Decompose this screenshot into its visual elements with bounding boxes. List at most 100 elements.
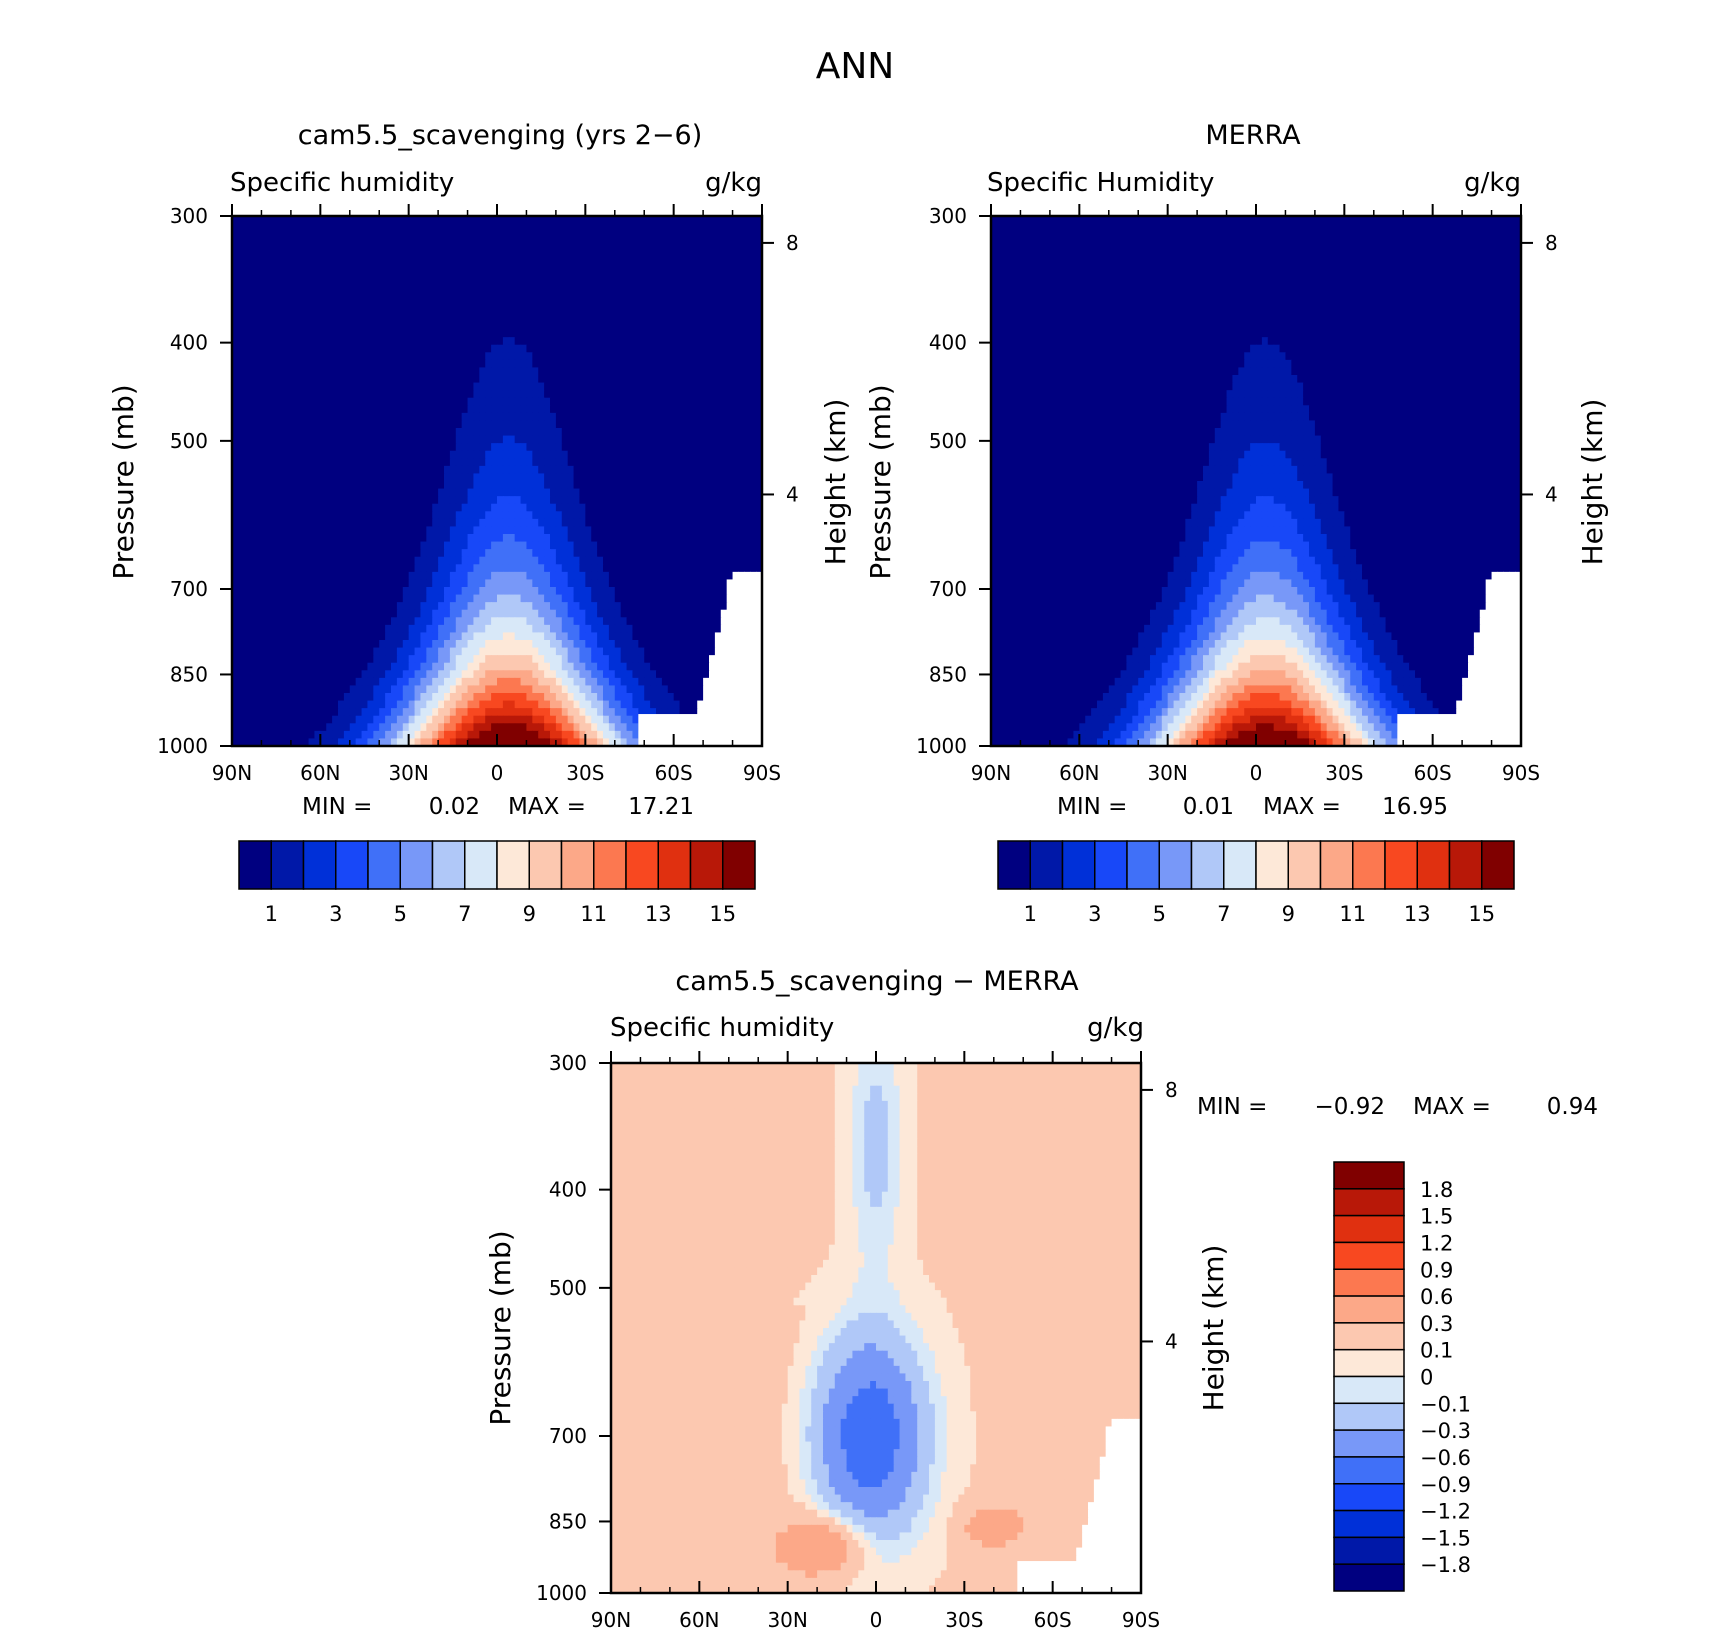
contour-cell xyxy=(502,511,510,520)
contour-cell xyxy=(656,549,663,558)
contour-cell xyxy=(597,405,604,414)
contour-cell xyxy=(502,238,510,247)
contour-cell xyxy=(579,526,586,535)
contour-cell xyxy=(285,602,292,611)
contour-cell xyxy=(585,253,592,263)
contour-cell xyxy=(479,473,486,482)
contour-cell xyxy=(279,473,286,482)
contour-cell xyxy=(567,496,575,505)
contour-cell xyxy=(420,306,427,316)
contour-cell xyxy=(709,450,716,459)
contour-cell xyxy=(396,291,404,300)
contour-cell xyxy=(373,518,380,528)
contour-cell xyxy=(585,579,592,588)
contour-cell xyxy=(326,253,333,263)
contour-cell xyxy=(673,216,681,225)
contour-cell xyxy=(485,390,492,399)
contour-cell xyxy=(355,450,363,459)
contour-cell xyxy=(385,465,392,475)
contour-cell xyxy=(396,216,404,225)
contour-cell xyxy=(273,367,280,376)
contour-cell xyxy=(720,473,728,482)
contour-cell xyxy=(579,231,586,240)
contour-cell xyxy=(343,594,351,603)
contour-cell xyxy=(714,337,722,346)
contour-cell xyxy=(467,238,475,247)
contour-cell xyxy=(514,306,522,316)
contour-cell xyxy=(591,587,598,596)
contour-cell xyxy=(520,443,528,452)
contour-cell xyxy=(296,518,304,528)
contour-cell xyxy=(402,617,410,626)
contour-cell xyxy=(479,397,486,406)
contour-cell xyxy=(402,412,410,422)
contour-cell xyxy=(656,594,663,603)
contour-cell xyxy=(232,518,239,528)
contour-cell xyxy=(714,420,722,429)
contour-cell xyxy=(703,617,710,626)
contour-cell xyxy=(608,405,616,414)
contour-cell xyxy=(567,617,575,626)
contour-cell xyxy=(632,534,639,543)
contour-cell xyxy=(714,405,722,414)
contour-cell xyxy=(614,602,622,611)
contour-cell xyxy=(285,306,292,316)
contour-cell xyxy=(267,609,274,618)
contour-cell xyxy=(603,534,610,543)
contour-cell xyxy=(573,420,581,429)
contour-cell xyxy=(597,609,604,618)
contour-cell xyxy=(732,276,740,285)
contour-cell xyxy=(302,450,310,459)
contour-cell xyxy=(538,269,545,278)
contour-cell xyxy=(703,428,710,437)
contour-cell xyxy=(449,571,457,581)
contour-cell xyxy=(650,412,657,422)
contour-cell xyxy=(438,435,445,444)
contour-cell xyxy=(591,344,598,353)
contour-cell xyxy=(237,231,245,240)
contour-cell xyxy=(491,314,498,323)
contour-cell xyxy=(644,443,651,452)
contour-cell xyxy=(532,246,539,255)
contour-cell xyxy=(691,556,698,565)
contour-cell xyxy=(361,397,369,406)
contour-cell xyxy=(414,549,422,558)
contour-cell xyxy=(697,503,704,512)
contour-cell xyxy=(361,496,369,505)
contour-cell xyxy=(626,488,634,497)
contour-cell xyxy=(491,246,498,255)
contour-cell xyxy=(756,344,763,353)
contour-cell xyxy=(514,617,522,626)
contour-cell xyxy=(538,223,545,232)
contour-cell xyxy=(502,299,510,308)
contour-cell xyxy=(479,420,486,429)
contour-cell xyxy=(320,412,327,422)
contour-cell xyxy=(550,594,557,603)
contour-cell xyxy=(326,594,333,603)
contour-cell xyxy=(249,238,257,247)
contour-cell xyxy=(414,564,422,573)
contour-cell xyxy=(738,428,745,437)
contour-cell xyxy=(391,481,398,490)
contour-cell xyxy=(402,609,410,618)
contour-cell xyxy=(367,375,374,384)
contour-cell xyxy=(285,223,292,232)
contour-cell xyxy=(261,428,268,437)
contour-cell xyxy=(673,314,681,323)
contour-cell xyxy=(679,269,687,278)
contour-cell xyxy=(491,473,498,482)
contour-cell xyxy=(408,473,416,482)
contour-cell xyxy=(697,284,704,293)
contour-cell xyxy=(661,488,669,497)
contour-cell xyxy=(455,269,463,278)
contour-cell xyxy=(232,390,239,399)
contour-cell xyxy=(656,458,663,467)
contour-cell xyxy=(603,609,610,618)
contour-cell xyxy=(473,375,480,384)
contour-cell xyxy=(579,496,586,505)
contour-cell xyxy=(349,518,357,528)
contour-cell xyxy=(714,571,722,581)
contour-cell xyxy=(473,314,480,323)
contour-cell xyxy=(467,473,475,482)
contour-cell xyxy=(585,314,592,323)
